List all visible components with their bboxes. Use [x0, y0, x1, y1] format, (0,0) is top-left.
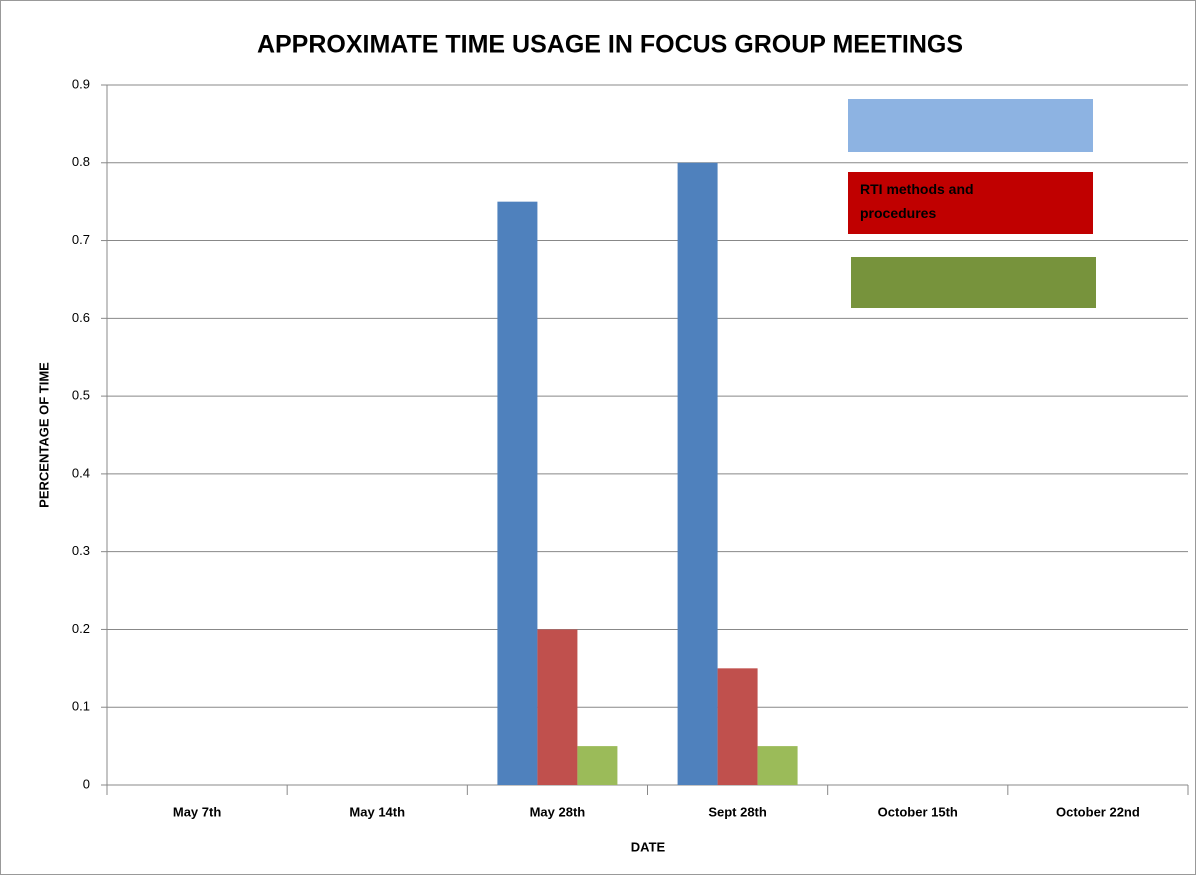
y-axis-label: PERCENTAGE OF TIME	[36, 362, 51, 508]
x-tick-label: Sept 28th	[708, 804, 767, 819]
legend-swatch	[848, 172, 1093, 234]
bar	[677, 162, 718, 785]
y-tick-label: 0.2	[72, 621, 90, 636]
y-tick-label: 0	[83, 776, 90, 791]
x-tick-label: October 15th	[878, 804, 958, 819]
x-tick-label: May 7th	[173, 804, 221, 819]
y-tick-label: 0.7	[72, 232, 90, 247]
bar	[717, 668, 758, 785]
x-tick-label: October 22nd	[1056, 804, 1140, 819]
legend-swatch	[848, 99, 1093, 152]
y-tick-label: 0.6	[72, 310, 90, 325]
y-tick-label: 0.9	[72, 76, 90, 91]
bar	[577, 746, 618, 785]
legend-swatch	[851, 257, 1096, 308]
legend-label: RTI methods and procedures	[860, 181, 974, 221]
bar	[757, 746, 798, 785]
x-tick-label: May 14th	[349, 804, 405, 819]
y-tick-label: 0.3	[72, 543, 90, 558]
bar	[497, 201, 538, 785]
y-tick-label: 0.5	[72, 388, 90, 403]
y-tick-label: 0.8	[72, 154, 90, 169]
y-tick-label: 0.1	[72, 699, 90, 714]
x-axis-label: DATE	[631, 839, 666, 854]
x-tick-label: May 28th	[530, 804, 586, 819]
chart-title: APPROXIMATE TIME USAGE IN FOCUS GROUP ME…	[257, 31, 963, 59]
bar	[537, 629, 578, 785]
y-tick-label: 0.4	[72, 465, 90, 480]
